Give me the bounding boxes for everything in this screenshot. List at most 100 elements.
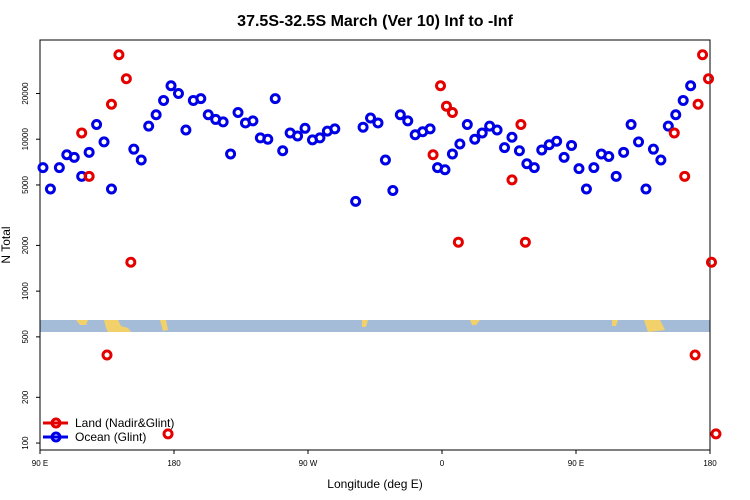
ocean-point <box>551 135 563 147</box>
ocean-point <box>424 123 436 135</box>
y-tick-label: 200 <box>21 390 30 404</box>
ocean-point <box>329 123 341 135</box>
land-point <box>435 80 447 92</box>
ocean-point <box>610 170 622 182</box>
ocean-point <box>677 94 689 106</box>
y-tick-label: 100 <box>21 436 30 450</box>
data-points <box>37 49 722 440</box>
land-point <box>83 170 95 182</box>
land-point <box>705 256 717 268</box>
land-point <box>506 174 518 186</box>
ocean-point <box>528 162 540 174</box>
x-tick-label: 0 <box>440 459 445 468</box>
ocean-point <box>633 136 645 148</box>
land-point <box>105 98 117 110</box>
land-point <box>162 428 174 440</box>
y-tick-label: 2000 <box>21 236 30 254</box>
ocean-point <box>513 145 525 157</box>
ocean-point <box>640 183 652 195</box>
land-point <box>697 49 709 61</box>
ocean-point <box>394 109 406 121</box>
map-land-australia-2 <box>612 320 618 326</box>
land-point <box>101 349 113 361</box>
y-axis-label: N Total <box>0 226 13 263</box>
ocean-point <box>573 163 585 175</box>
ocean-point <box>655 154 667 166</box>
ocean-point <box>372 117 384 129</box>
ocean-point <box>150 109 162 121</box>
land-point <box>427 149 439 161</box>
ocean-point <box>225 148 237 160</box>
land-point <box>76 127 88 139</box>
map-land-africa <box>470 320 480 325</box>
ocean-point <box>247 115 259 127</box>
ocean-point <box>387 184 399 196</box>
ocean-point <box>506 131 518 143</box>
map-strip <box>40 320 710 332</box>
x-tick-label: 90 E <box>32 459 48 468</box>
land-point <box>668 127 680 139</box>
map-land-nz <box>160 320 168 331</box>
ocean-point <box>469 133 481 145</box>
legend: Land (Nadir&Glint) Ocean (Glint) <box>43 416 174 444</box>
land-point <box>692 98 704 110</box>
ocean-point <box>618 146 630 158</box>
ocean-point <box>670 109 682 121</box>
ocean-point <box>558 151 570 163</box>
ocean-point <box>172 87 184 99</box>
ocean-point <box>180 124 192 136</box>
land-point <box>710 428 722 440</box>
map-land-australia <box>104 320 131 332</box>
ocean-point <box>625 119 637 131</box>
ocean-point <box>53 162 65 174</box>
ocean-point <box>439 164 451 176</box>
ocean-point <box>135 154 147 166</box>
x-axis-label: Longitude (deg E) <box>327 477 422 491</box>
legend-marker-ocean <box>50 431 62 443</box>
ocean-point <box>128 143 140 155</box>
x-tick-label: 180 <box>703 459 717 468</box>
ocean-point <box>476 127 488 139</box>
land-point <box>125 256 137 268</box>
map-ocean <box>40 320 710 332</box>
map-land-sa <box>76 320 88 325</box>
ocean-point <box>580 183 592 195</box>
legend-label-land: Land (Nadir&Glint) <box>75 416 174 430</box>
x-tick-label: 90 W <box>299 459 318 468</box>
ocean-point <box>277 145 289 157</box>
ocean-point <box>98 136 110 148</box>
y-tick-label: 5000 <box>21 176 30 194</box>
ocean-point <box>105 183 117 195</box>
land-point <box>515 119 527 131</box>
ocean-point <box>68 151 80 163</box>
ocean-point <box>83 146 95 158</box>
ocean-point <box>44 183 56 195</box>
ocean-point <box>603 150 615 162</box>
ocean-point <box>262 133 274 145</box>
ocean-point <box>402 115 414 127</box>
land-point <box>519 236 531 248</box>
y-tick-label: 20000 <box>21 82 30 105</box>
y-tick-label: 500 <box>21 330 30 344</box>
ocean-point <box>357 121 369 133</box>
ocean-point <box>566 139 578 151</box>
map-land-australia-3 <box>644 320 665 332</box>
ocean-point <box>350 195 362 207</box>
land-point <box>689 349 701 361</box>
ocean-point <box>662 120 674 132</box>
y-tick-label: 1000 <box>21 282 30 300</box>
ocean-point <box>454 138 466 150</box>
ocean-point <box>588 162 600 174</box>
plot-frame <box>39 39 711 451</box>
ocean-point <box>269 93 281 105</box>
ocean-point <box>143 120 155 132</box>
ocean-point <box>37 162 49 174</box>
legend-label-ocean: Ocean (Glint) <box>75 430 146 444</box>
ocean-point <box>685 80 697 92</box>
x-tick-label: 90 E <box>568 459 584 468</box>
ocean-point <box>158 94 170 106</box>
ocean-point <box>165 80 177 92</box>
y-tick-label: 10000 <box>21 128 30 151</box>
ocean-point <box>491 124 503 136</box>
